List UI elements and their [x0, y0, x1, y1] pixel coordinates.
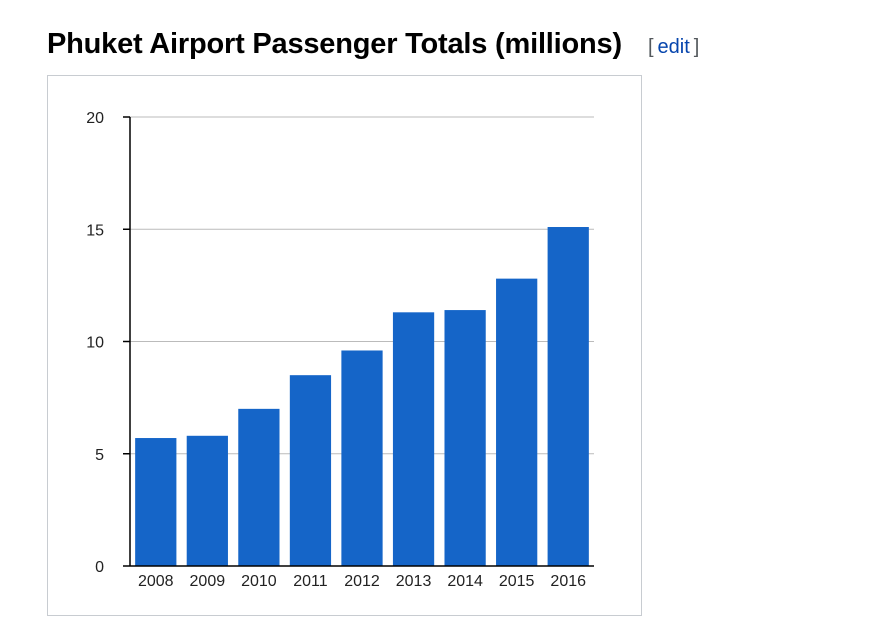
- x-tick-label: 2016: [550, 573, 586, 590]
- axes: [123, 116, 594, 567]
- x-tick-label: 2008: [138, 573, 174, 590]
- bar-2013: [392, 312, 435, 566]
- bar-2010: [238, 408, 280, 566]
- x-tick-label: 2014: [447, 573, 483, 590]
- bar-2011: [289, 375, 332, 566]
- chart-frame: 0 5 10 15 20 2008 2009 2010 2011 2012 2013 2014 2015…: [47, 75, 642, 616]
- bar-2009: [186, 435, 228, 566]
- x-tick-label: 2012: [344, 573, 380, 590]
- y-tick-label: 5: [95, 447, 104, 464]
- x-tick-label: 2013: [396, 573, 432, 590]
- edit-bracket-close: ]: [693, 36, 700, 58]
- edit-bracket-open: [: [647, 36, 654, 58]
- bar-2014: [444, 310, 486, 566]
- edit-section: [edit]: [648, 36, 699, 59]
- tick-labels: 0 5 10 15 20 2008 2009 2010 2011 2012 2013 2014 2015…: [86, 110, 586, 590]
- section-heading: Phuket Airport Passenger Totals (million…: [47, 28, 847, 76]
- x-tick-label: 2009: [190, 573, 226, 590]
- y-tick-label: 0: [95, 559, 104, 576]
- bar-2015: [496, 278, 538, 566]
- bars: [135, 227, 589, 566]
- bar-chart: 0 5 10 15 20 2008 2009 2010 2011 2012 2013 2014 2015…: [86, 110, 594, 590]
- bar-2008: [135, 438, 177, 566]
- y-tick-label: 10: [86, 335, 104, 352]
- edit-link[interactable]: edit: [657, 36, 690, 58]
- y-tick-label: 20: [86, 110, 104, 127]
- bar-2012: [341, 350, 383, 566]
- y-tick-label: 15: [86, 222, 104, 239]
- x-tick-label: 2010: [241, 573, 277, 590]
- bar-2016: [547, 227, 589, 566]
- x-tick-label: 2015: [499, 573, 535, 590]
- x-tick-label: 2011: [293, 573, 328, 590]
- section-title: Phuket Airport Passenger Totals (million…: [47, 28, 622, 60]
